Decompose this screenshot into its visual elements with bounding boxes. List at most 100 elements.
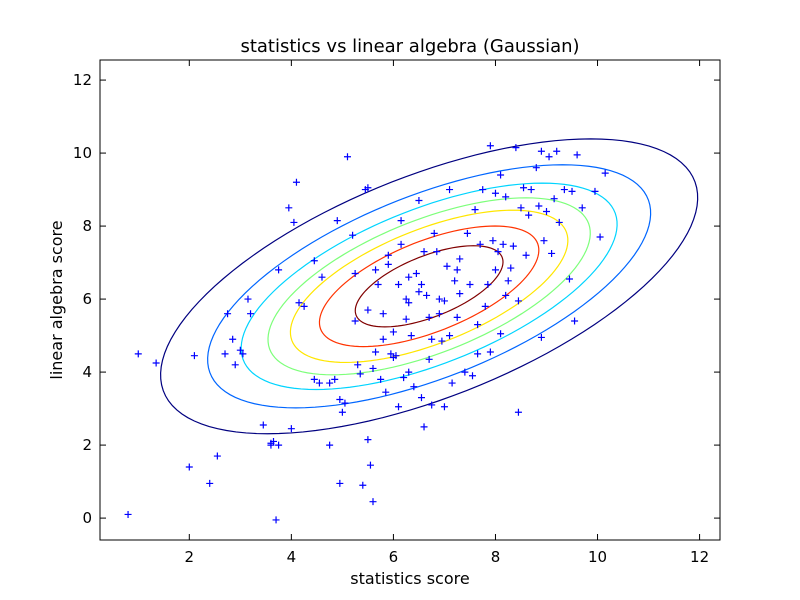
data-point bbox=[333, 217, 341, 225]
data-point bbox=[522, 251, 530, 259]
data-point bbox=[456, 290, 464, 298]
x-tick-label: 10 bbox=[588, 548, 607, 566]
data-point bbox=[532, 164, 540, 172]
x-axis-label: statistics score bbox=[350, 569, 469, 588]
contour-level-5 bbox=[240, 182, 618, 391]
data-point bbox=[336, 395, 344, 403]
data-point bbox=[548, 249, 556, 257]
data-point bbox=[486, 348, 494, 356]
data-point bbox=[384, 251, 392, 259]
data-point bbox=[318, 273, 326, 281]
data-point bbox=[430, 229, 438, 237]
data-point bbox=[550, 195, 558, 203]
data-point bbox=[474, 321, 482, 329]
data-point bbox=[461, 368, 469, 376]
y-tick-label: 8 bbox=[82, 217, 92, 235]
data-point bbox=[366, 461, 374, 469]
data-point bbox=[395, 403, 403, 411]
data-point bbox=[537, 147, 545, 155]
x-tick-label: 6 bbox=[389, 548, 399, 566]
data-point bbox=[456, 255, 464, 263]
data-point bbox=[341, 399, 349, 407]
contour-level-2 bbox=[318, 225, 540, 348]
data-point bbox=[555, 218, 563, 226]
data-point bbox=[494, 248, 502, 256]
data-point bbox=[392, 352, 400, 360]
data-point bbox=[476, 240, 484, 248]
data-point bbox=[479, 186, 487, 194]
data-point bbox=[525, 211, 533, 219]
data-point bbox=[540, 237, 548, 245]
data-point bbox=[453, 266, 461, 274]
y-tick-label: 2 bbox=[82, 436, 92, 454]
data-point bbox=[213, 452, 221, 460]
data-point bbox=[351, 270, 359, 278]
data-point bbox=[410, 383, 418, 391]
data-point bbox=[435, 295, 443, 303]
data-point bbox=[343, 153, 351, 161]
data-point bbox=[527, 186, 535, 194]
data-point bbox=[379, 335, 387, 343]
y-tick-label: 6 bbox=[82, 290, 92, 308]
data-point bbox=[425, 355, 433, 363]
data-point bbox=[512, 144, 520, 152]
data-point bbox=[474, 350, 482, 358]
contour-layer bbox=[160, 138, 699, 435]
data-point bbox=[520, 184, 528, 192]
x-tick-label: 4 bbox=[287, 548, 297, 566]
data-point bbox=[601, 169, 609, 177]
data-point bbox=[231, 361, 239, 369]
data-point bbox=[190, 352, 198, 360]
data-point bbox=[272, 516, 280, 524]
data-point bbox=[356, 370, 364, 378]
data-point bbox=[395, 280, 403, 288]
data-point bbox=[423, 291, 431, 299]
data-point bbox=[354, 361, 362, 369]
data-point bbox=[295, 299, 303, 307]
plot-frame bbox=[99, 59, 721, 541]
data-point bbox=[405, 368, 413, 376]
contour-level-3 bbox=[289, 209, 569, 364]
data-point bbox=[407, 332, 415, 340]
y-tick-label: 12 bbox=[73, 71, 92, 89]
data-point bbox=[502, 291, 510, 299]
data-point bbox=[420, 423, 428, 431]
data-point bbox=[134, 350, 142, 358]
data-point bbox=[568, 187, 576, 195]
data-point bbox=[463, 229, 471, 237]
scatter-points bbox=[124, 142, 609, 524]
data-point bbox=[440, 297, 448, 305]
contour-level-7 bbox=[160, 138, 699, 435]
data-point bbox=[247, 310, 255, 318]
x-tick-label: 12 bbox=[690, 548, 709, 566]
data-point bbox=[537, 333, 545, 341]
data-point bbox=[236, 346, 244, 354]
data-point bbox=[369, 498, 377, 506]
data-point bbox=[499, 240, 507, 248]
data-point bbox=[484, 280, 492, 288]
data-point bbox=[435, 310, 443, 318]
data-point bbox=[372, 266, 380, 274]
data-point bbox=[315, 379, 323, 387]
data-point bbox=[382, 388, 390, 396]
data-point bbox=[573, 151, 581, 159]
data-point bbox=[377, 375, 385, 383]
data-point bbox=[310, 375, 318, 383]
data-point bbox=[300, 302, 308, 310]
y-tick-label: 0 bbox=[82, 509, 92, 527]
data-point bbox=[514, 408, 522, 416]
contour-level-4 bbox=[267, 197, 591, 376]
data-point bbox=[338, 408, 346, 416]
data-point bbox=[471, 206, 479, 214]
data-point bbox=[428, 401, 436, 409]
data-point bbox=[331, 375, 339, 383]
data-point bbox=[560, 186, 568, 194]
data-point bbox=[491, 189, 499, 197]
data-point bbox=[244, 295, 252, 303]
data-point bbox=[364, 436, 372, 444]
data-point bbox=[571, 317, 579, 325]
data-point bbox=[124, 510, 132, 518]
data-point bbox=[440, 403, 448, 411]
